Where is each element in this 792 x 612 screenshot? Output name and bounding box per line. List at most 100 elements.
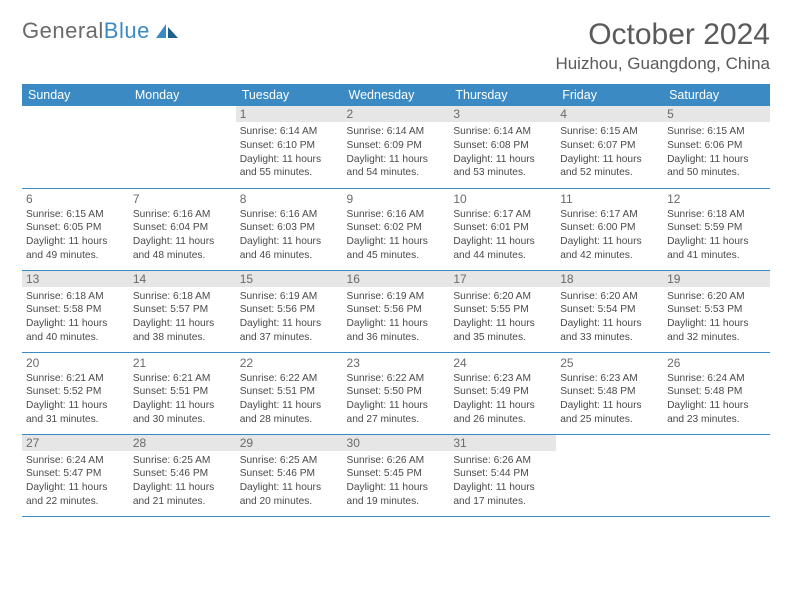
day-details: Sunrise: 6:20 AMSunset: 5:55 PMDaylight:… [453, 290, 552, 345]
day-number: 3 [449, 106, 556, 122]
day-details: Sunrise: 6:15 AMSunset: 6:05 PMDaylight:… [26, 208, 125, 263]
day-cell: 18 Sunrise: 6:20 AMSunset: 5:54 PMDayligh… [556, 270, 663, 352]
day-number: 8 [240, 192, 339, 206]
day-number: 15 [236, 271, 343, 287]
day-cell: 28 Sunrise: 6:25 AMSunset: 5:46 PMDayligh… [129, 434, 236, 516]
day-header: Tuesday [236, 84, 343, 106]
day-header: Sunday [22, 84, 129, 106]
day-details: Sunrise: 6:15 AMSunset: 6:06 PMDaylight:… [667, 125, 766, 180]
day-number: 5 [663, 106, 770, 122]
day-number: 20 [26, 356, 125, 370]
day-details: Sunrise: 6:18 AMSunset: 5:57 PMDaylight:… [133, 290, 232, 345]
day-number: 27 [22, 435, 129, 451]
day-details: Sunrise: 6:17 AMSunset: 6:00 PMDaylight:… [560, 208, 659, 263]
day-number: 30 [343, 435, 450, 451]
day-number: 10 [453, 192, 552, 206]
day-details: Sunrise: 6:16 AMSunset: 6:03 PMDaylight:… [240, 208, 339, 263]
day-number: 24 [453, 356, 552, 370]
day-details: Sunrise: 6:18 AMSunset: 5:58 PMDaylight:… [26, 290, 125, 345]
day-number: 17 [449, 271, 556, 287]
day-cell: 16Sunrise: 6:19 AMSunset: 5:56 PMDayligh… [343, 270, 450, 352]
day-cell: 4 Sunrise: 6:15 AMSunset: 6:07 PMDaylight… [556, 106, 663, 188]
day-details: Sunrise: 6:14 AMSunset: 6:09 PMDaylight:… [347, 125, 446, 180]
month-title: October 2024 [555, 18, 770, 52]
day-cell: 9Sunrise: 6:16 AMSunset: 6:02 PMDaylight… [343, 188, 450, 270]
location: Huizhou, Guangdong, China [555, 54, 770, 74]
day-number: 9 [347, 192, 446, 206]
day-cell: 5 Sunrise: 6:15 AMSunset: 6:06 PMDaylight… [663, 106, 770, 188]
day-number: 2 [343, 106, 450, 122]
day-number: 23 [347, 356, 446, 370]
day-number: 4 [556, 106, 663, 122]
logo-text: GeneralBlue [22, 18, 150, 44]
day-number: 13 [22, 271, 129, 287]
day-cell [556, 434, 663, 516]
day-cell: 30 Sunrise: 6:26 AMSunset: 5:45 PMDayligh… [343, 434, 450, 516]
day-number: 11 [560, 192, 659, 206]
day-cell: 13 Sunrise: 6:18 AMSunset: 5:58 PMDayligh… [22, 270, 129, 352]
week-row: 13 Sunrise: 6:18 AMSunset: 5:58 PMDayligh… [22, 270, 770, 352]
day-number: 21 [133, 356, 232, 370]
day-header: Saturday [663, 84, 770, 106]
day-cell: 8 Sunrise: 6:16 AMSunset: 6:03 PMDaylight… [236, 188, 343, 270]
day-number: 7 [133, 192, 232, 206]
day-details: Sunrise: 6:19 AMSunset: 5:56 PMDaylight:… [240, 290, 339, 345]
day-number: 1 [236, 106, 343, 122]
day-details: Sunrise: 6:21 AMSunset: 5:52 PMDaylight:… [26, 372, 125, 427]
day-cell: 11 Sunrise: 6:17 AMSunset: 6:00 PMDayligh… [556, 188, 663, 270]
day-number: 22 [240, 356, 339, 370]
calendar-body: 1 Sunrise: 6:14 AMSunset: 6:10 PMDaylight… [22, 106, 770, 516]
day-cell: 25Sunrise: 6:23 AMSunset: 5:48 PMDayligh… [556, 352, 663, 434]
day-number: 19 [663, 271, 770, 287]
day-details: Sunrise: 6:21 AMSunset: 5:51 PMDaylight:… [133, 372, 232, 427]
day-cell: 6Sunrise: 6:15 AMSunset: 6:05 PMDaylight… [22, 188, 129, 270]
day-cell: 10Sunrise: 6:17 AMSunset: 6:01 PMDayligh… [449, 188, 556, 270]
day-number: 26 [667, 356, 766, 370]
day-header: Friday [556, 84, 663, 106]
logo-word2: Blue [104, 18, 150, 43]
day-cell [129, 106, 236, 188]
day-cell: 29Sunrise: 6:25 AMSunset: 5:46 PMDayligh… [236, 434, 343, 516]
logo: GeneralBlue [22, 18, 180, 44]
day-cell: 24 Sunrise: 6:23 AMSunset: 5:49 PMDayligh… [449, 352, 556, 434]
day-header: Monday [129, 84, 236, 106]
day-number: 31 [449, 435, 556, 451]
day-details: Sunrise: 6:16 AMSunset: 6:04 PMDaylight:… [133, 208, 232, 263]
day-details: Sunrise: 6:24 AMSunset: 5:47 PMDaylight:… [26, 454, 125, 509]
calendar-table: Sunday Monday Tuesday Wednesday Thursday… [22, 84, 770, 517]
day-cell: 21 Sunrise: 6:21 AMSunset: 5:51 PMDayligh… [129, 352, 236, 434]
week-row: 6Sunrise: 6:15 AMSunset: 6:05 PMDaylight… [22, 188, 770, 270]
day-number: 29 [236, 435, 343, 451]
day-number: 28 [129, 435, 236, 451]
day-details: Sunrise: 6:26 AMSunset: 5:45 PMDaylight:… [347, 454, 446, 509]
day-details: Sunrise: 6:18 AMSunset: 5:59 PMDaylight:… [667, 208, 766, 263]
day-header-row: Sunday Monday Tuesday Wednesday Thursday… [22, 84, 770, 106]
day-details: Sunrise: 6:24 AMSunset: 5:48 PMDaylight:… [667, 372, 766, 427]
day-details: Sunrise: 6:20 AMSunset: 5:54 PMDaylight:… [560, 290, 659, 345]
day-details: Sunrise: 6:22 AMSunset: 5:51 PMDaylight:… [240, 372, 339, 427]
day-cell: 27 Sunrise: 6:24 AMSunset: 5:47 PMDayligh… [22, 434, 129, 516]
day-number: 16 [343, 271, 450, 287]
day-cell: 15 Sunrise: 6:19 AMSunset: 5:56 PMDayligh… [236, 270, 343, 352]
day-cell: 1 Sunrise: 6:14 AMSunset: 6:10 PMDaylight… [236, 106, 343, 188]
day-number: 18 [556, 271, 663, 287]
logo-word1: General [22, 18, 104, 43]
title-block: October 2024 Huizhou, Guangdong, China [555, 18, 770, 74]
day-details: Sunrise: 6:26 AMSunset: 5:44 PMDaylight:… [453, 454, 552, 509]
day-number: 14 [129, 271, 236, 287]
day-cell: 31 Sunrise: 6:26 AMSunset: 5:44 PMDayligh… [449, 434, 556, 516]
day-details: Sunrise: 6:15 AMSunset: 6:07 PMDaylight:… [560, 125, 659, 180]
header: GeneralBlue October 2024 Huizhou, Guangd… [22, 18, 770, 74]
day-details: Sunrise: 6:14 AMSunset: 6:08 PMDaylight:… [453, 125, 552, 180]
day-header: Wednesday [343, 84, 450, 106]
week-row: 1 Sunrise: 6:14 AMSunset: 6:10 PMDaylight… [22, 106, 770, 188]
day-details: Sunrise: 6:25 AMSunset: 5:46 PMDaylight:… [133, 454, 232, 509]
logo-sail-icon [154, 22, 180, 40]
day-cell: 20 Sunrise: 6:21 AMSunset: 5:52 PMDayligh… [22, 352, 129, 434]
day-cell: 23Sunrise: 6:22 AMSunset: 5:50 PMDayligh… [343, 352, 450, 434]
day-details: Sunrise: 6:23 AMSunset: 5:48 PMDaylight:… [560, 372, 659, 427]
day-details: Sunrise: 6:14 AMSunset: 6:10 PMDaylight:… [240, 125, 339, 180]
day-cell: 17 Sunrise: 6:20 AMSunset: 5:55 PMDayligh… [449, 270, 556, 352]
day-cell: 3 Sunrise: 6:14 AMSunset: 6:08 PMDaylight… [449, 106, 556, 188]
day-details: Sunrise: 6:23 AMSunset: 5:49 PMDaylight:… [453, 372, 552, 427]
